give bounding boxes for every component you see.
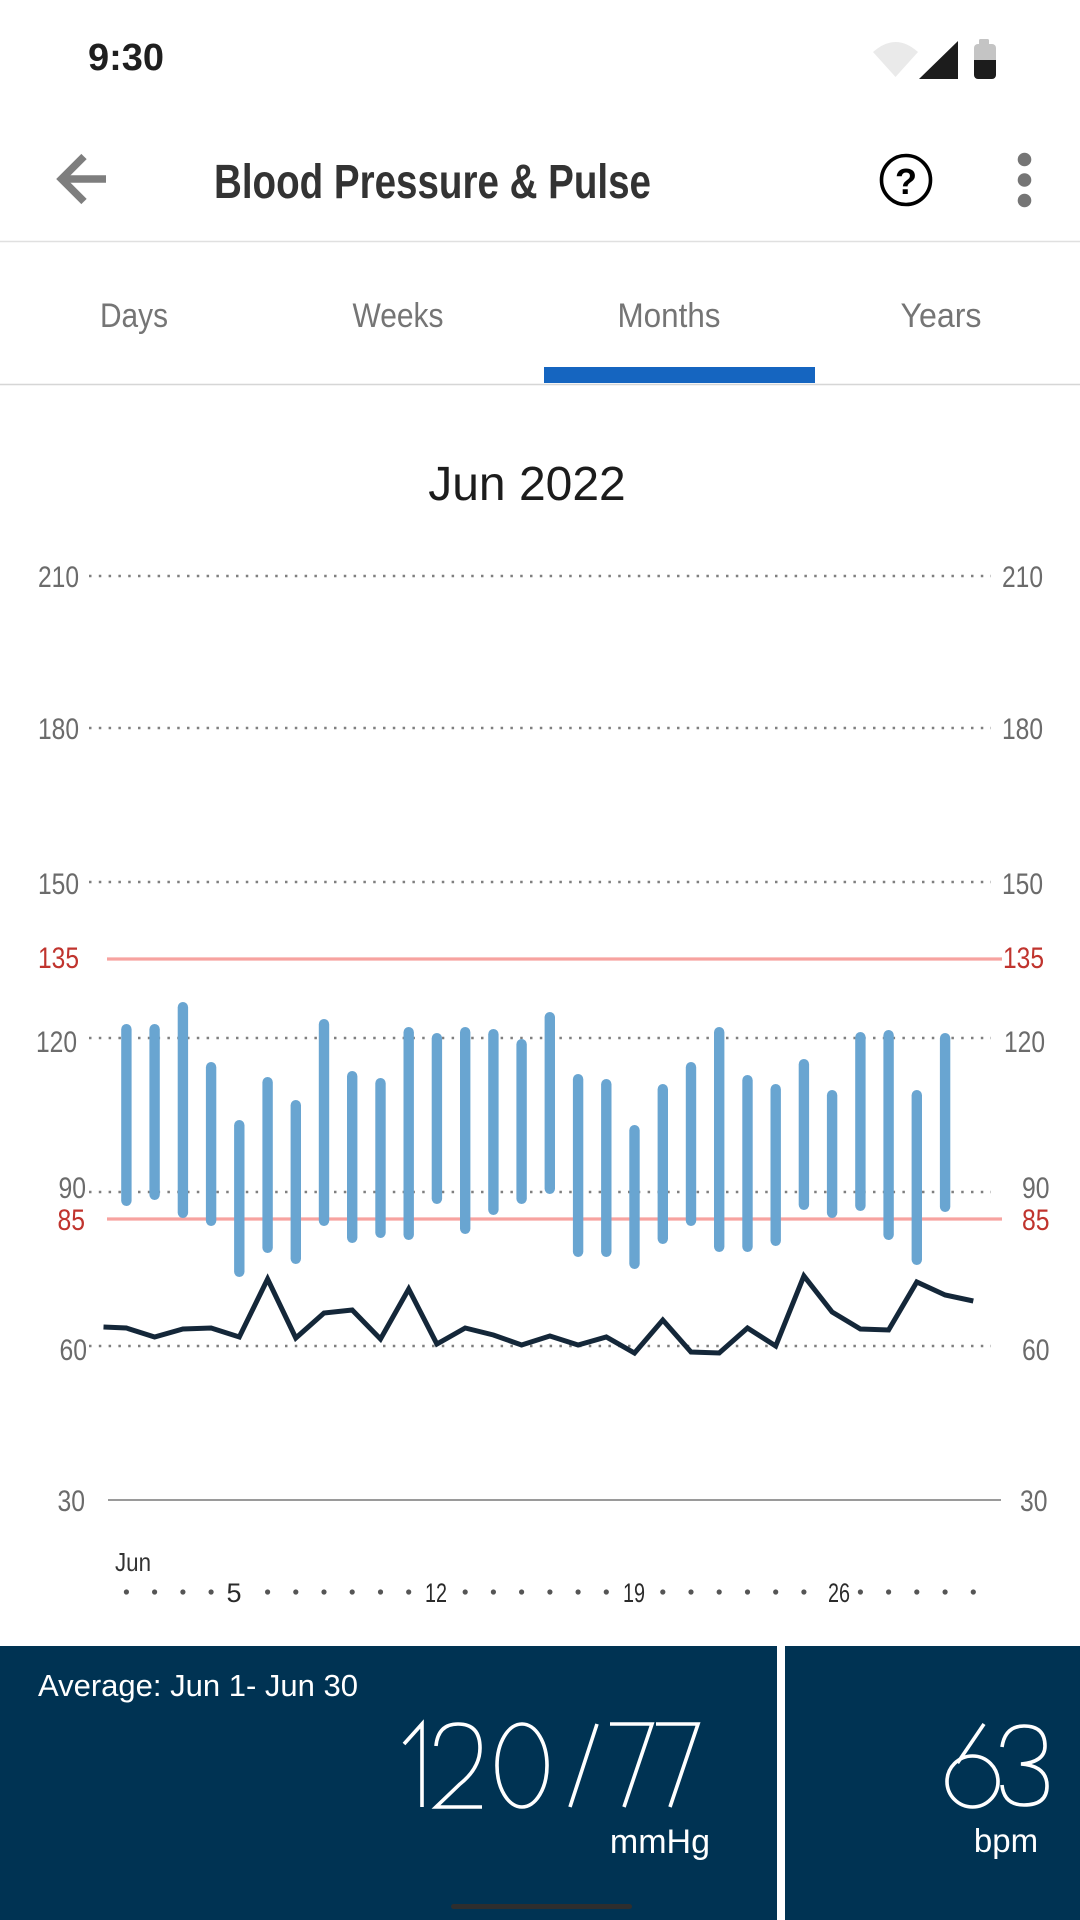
svg-text:Jun: Jun (115, 1547, 151, 1577)
svg-text:19: 19 (623, 1578, 645, 1608)
svg-text:12: 12 (425, 1578, 447, 1608)
svg-text:Weeks: Weeks (353, 297, 444, 335)
svg-text:120: 120 (1004, 1026, 1045, 1059)
svg-text:210: 210 (38, 561, 79, 594)
svg-text:85: 85 (1022, 1204, 1050, 1237)
svg-text:120: 120 (36, 1026, 77, 1059)
svg-text:Days: Days (100, 297, 168, 335)
svg-text:Months: Months (618, 297, 721, 335)
svg-text:Jun 2022: Jun 2022 (428, 458, 626, 511)
svg-text:30: 30 (58, 1485, 86, 1518)
svg-text:90: 90 (59, 1172, 87, 1205)
svg-text:?: ? (895, 161, 917, 202)
svg-text:180: 180 (1002, 713, 1043, 746)
svg-text:30: 30 (1020, 1485, 1048, 1518)
svg-text:Years: Years (901, 297, 982, 335)
svg-text:150: 150 (1002, 868, 1043, 901)
svg-text:Average: Jun 1- Jun 30: Average: Jun 1- Jun 30 (38, 1668, 358, 1703)
svg-text:26: 26 (828, 1578, 850, 1608)
svg-text:135: 135 (38, 942, 79, 975)
svg-text:9:30: 9:30 (88, 37, 164, 79)
svg-text:Blood Pressure & Pulse: Blood Pressure & Pulse (214, 156, 651, 209)
svg-text:135: 135 (1003, 942, 1044, 975)
svg-text:150: 150 (38, 868, 79, 901)
svg-text:180: 180 (38, 713, 79, 746)
svg-text:210: 210 (1002, 561, 1043, 594)
svg-text:60: 60 (1022, 1334, 1050, 1367)
svg-text:85: 85 (58, 1204, 86, 1237)
svg-text:5: 5 (226, 1578, 241, 1608)
svg-text:60: 60 (60, 1334, 88, 1367)
svg-text:90: 90 (1022, 1172, 1050, 1205)
svg-text:bpm: bpm (974, 1822, 1038, 1859)
svg-text:mmHg: mmHg (610, 1823, 710, 1861)
